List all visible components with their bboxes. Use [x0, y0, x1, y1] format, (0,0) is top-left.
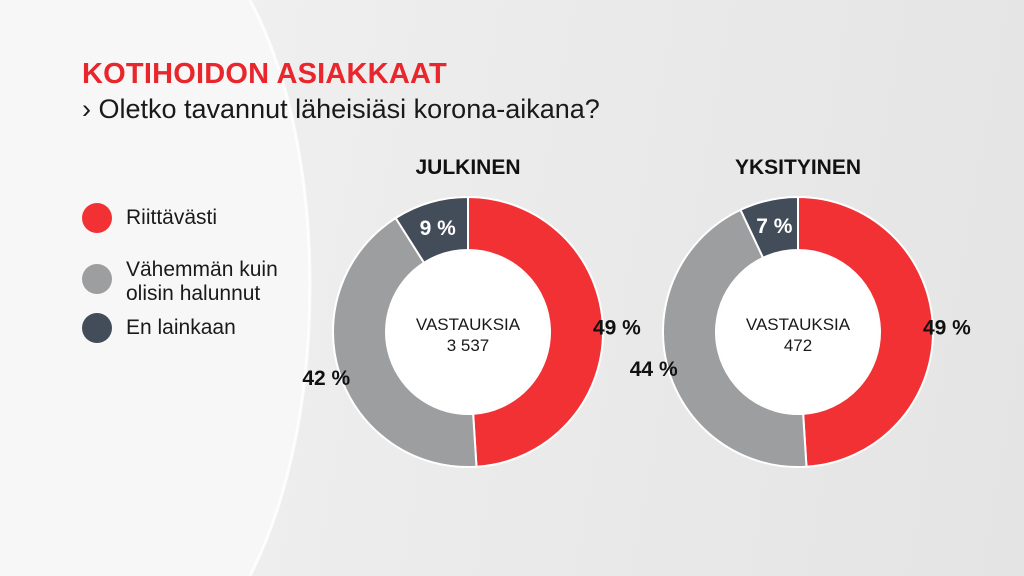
- donut-slice-riittavasti: [797, 195, 935, 468]
- donut-chart-yksityinen: 49 % 44 % 7 %: [630, 195, 971, 468]
- data-label-vahemman: 42 %: [302, 367, 350, 390]
- data-label-en-lainkaan: 9 %: [420, 217, 457, 240]
- donut-chart-julkinen: 49 % 42 % 9 %: [302, 195, 641, 468]
- donut-hole: [717, 251, 879, 413]
- responses-label: VASTAUKSIA: [415, 315, 521, 334]
- responses-count: 3 537: [446, 336, 490, 355]
- chart-heading: KOTIHOIDON ASIAKKAAT: [82, 58, 447, 90]
- legend-swatch-dark: [82, 313, 112, 343]
- center-label-julkinen: VASTAUKSIA 3 537: [398, 314, 538, 356]
- donut-slice-vahemman: [662, 208, 808, 468]
- data-label-vahemman: 44 %: [630, 358, 678, 381]
- donut-hole: [387, 251, 549, 413]
- responses-label: VASTAUKSIA: [745, 315, 851, 334]
- data-label-riittavasti: 49 %: [593, 316, 641, 339]
- data-label-riittavasti: 49 %: [923, 316, 971, 339]
- legend-swatch-gray: [82, 264, 112, 294]
- donut-slice-riittavasti: [467, 195, 605, 468]
- legend-label: En lainkaan: [126, 316, 236, 339]
- survey-question: › Oletko tavannut läheisiäsi korona-aika…: [82, 94, 600, 124]
- chart-title-julkinen: JULKINEN: [415, 156, 521, 179]
- legend-label: Vähemmän kuin olisin halunnut: [126, 258, 278, 305]
- donut-slice-en-lainkaan: [394, 195, 469, 265]
- legend-swatch-red: [82, 203, 112, 233]
- legend-label: Riittävästi: [126, 206, 218, 229]
- legend-item-en-lainkaan: En lainkaan: [82, 313, 296, 343]
- center-label-yksityinen: VASTAUKSIA 472: [728, 314, 868, 356]
- donut-slice-vahemman: [332, 216, 478, 468]
- donut-slice-en-lainkaan: [739, 195, 799, 260]
- data-label-en-lainkaan: 7 %: [756, 215, 793, 238]
- responses-count: 472: [783, 336, 813, 355]
- legend-item-vahemman: Vähemmän kuin olisin halunnut: [82, 258, 296, 306]
- legend-item-riittavasti: Riittävästi: [82, 203, 296, 233]
- chart-title-yksityinen: YKSITYINEN: [734, 156, 862, 179]
